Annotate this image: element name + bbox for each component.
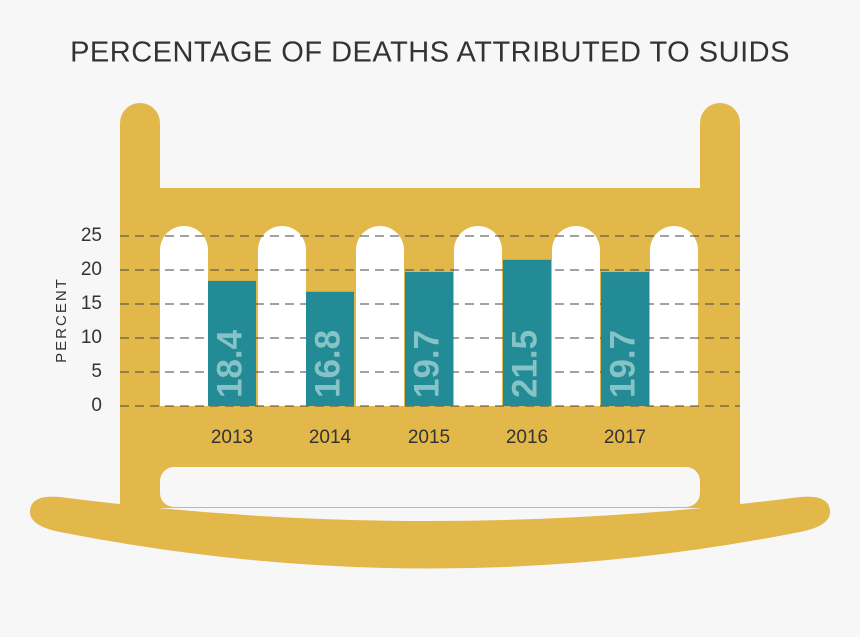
y-tick-label: 20	[81, 259, 102, 280]
slats	[160, 226, 698, 406]
x-tick-label: 2014	[309, 427, 352, 448]
crib-gap	[160, 467, 700, 507]
data-label: 19.7	[603, 330, 642, 398]
slat	[552, 226, 600, 406]
data-label: 19.7	[407, 330, 446, 398]
bar	[306, 291, 354, 406]
data-label: 16.8	[308, 330, 347, 398]
chart-title: PERCENTAGE OF DEATHS ATTRIBUTED TO SUIDS	[70, 37, 790, 69]
x-tick-label: 2013	[211, 427, 253, 448]
bar	[208, 280, 256, 406]
data-label: 18.4	[210, 329, 249, 398]
slat	[650, 226, 698, 406]
x-tick-label: 2015	[408, 427, 450, 448]
y-axis-label: PERCENT	[53, 277, 70, 363]
slat	[258, 226, 306, 406]
bar	[405, 272, 453, 406]
slat	[356, 226, 404, 406]
slat	[160, 226, 208, 406]
y-tick-label: 10	[81, 327, 102, 348]
bar	[601, 272, 649, 406]
y-tick-label: 5	[91, 361, 102, 382]
y-tick-label: 25	[81, 225, 102, 246]
data-label: 21.5	[505, 330, 544, 398]
x-tick-label: 2017	[604, 427, 646, 448]
y-tick-label: 0	[91, 395, 102, 416]
crib-rocker	[30, 496, 830, 569]
y-tick-label: 15	[81, 293, 102, 314]
slat	[454, 226, 502, 406]
bar	[503, 259, 551, 406]
x-tick-label: 2016	[506, 427, 548, 448]
